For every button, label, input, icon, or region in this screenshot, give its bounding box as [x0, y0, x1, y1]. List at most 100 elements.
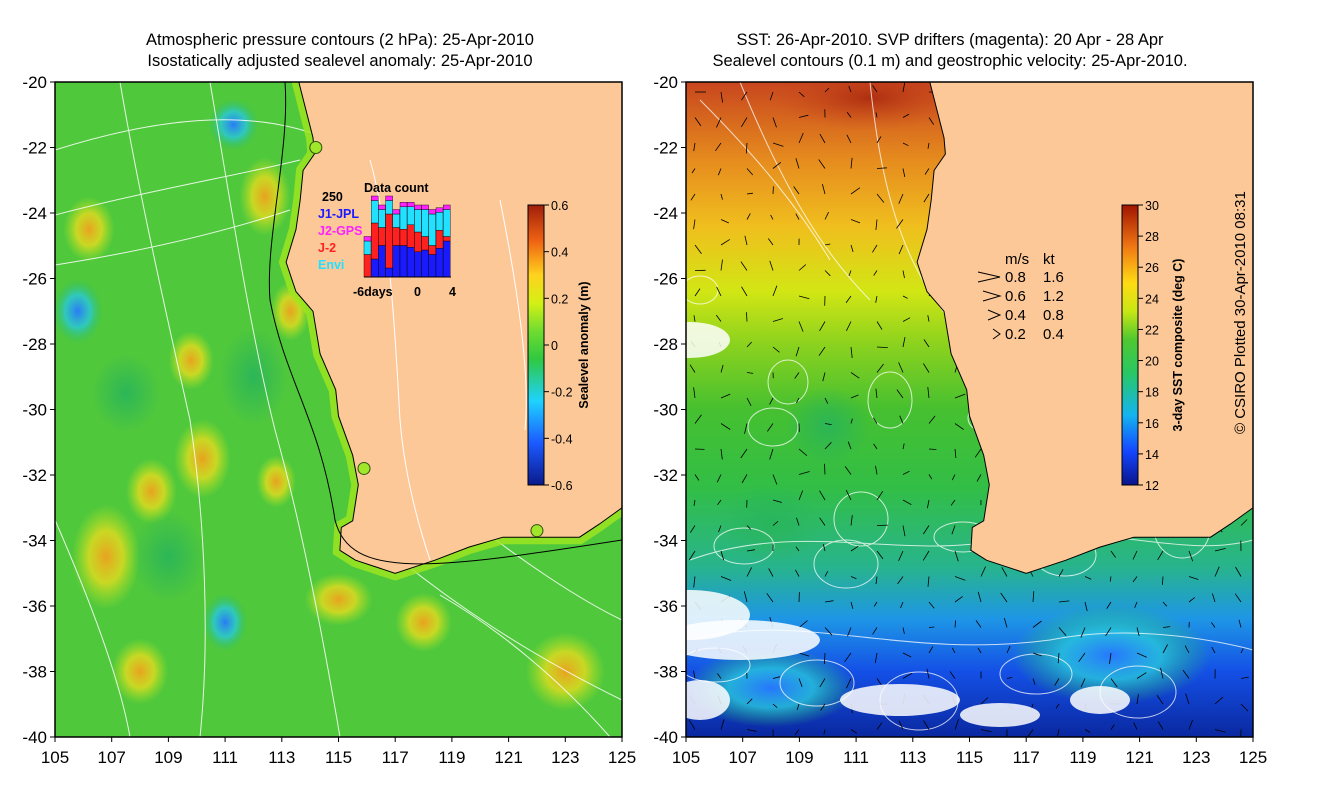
inset-legend-envi: Envi: [318, 258, 344, 272]
velocity-arrow: [822, 544, 826, 552]
australia-land: [916, 82, 1253, 574]
left-x-tick-label: 121: [494, 748, 522, 767]
inset-bar-segment: [392, 209, 400, 215]
right-y-tick-label: -40: [653, 728, 678, 747]
velocity-arrow: [1109, 652, 1112, 664]
left-x-tick-label: 125: [608, 748, 636, 767]
pressure-contour: [55, 519, 131, 737]
velocity-arrow: [694, 244, 702, 255]
velocity-arrow: [1184, 645, 1190, 654]
velocity-arrow: [798, 471, 810, 475]
velocity-arrow: [1240, 676, 1249, 679]
left-x-tick-label: 107: [98, 748, 126, 767]
velocity-arrow: [693, 142, 696, 152]
inset-bar-segment: [399, 229, 408, 246]
velocity-arrow: [824, 87, 830, 93]
velocity-legend-arrow: [977, 271, 1001, 283]
sla-colorbar-tick-label: 0.6: [551, 199, 568, 213]
sealevel-contour: [713, 527, 775, 565]
velocity-arrow: [1157, 721, 1164, 730]
velocity-arrow: [1032, 591, 1035, 603]
velocity-arrow: [876, 722, 883, 730]
velocity-arrow: [1006, 677, 1013, 679]
velocity-arrow: [720, 239, 731, 246]
sst-colorbar-tick-label: 24: [1145, 292, 1159, 306]
velocity-arrow: [898, 550, 904, 561]
velocity-arrow: [1136, 652, 1147, 658]
pressure-contour: [55, 119, 331, 151]
velocity-arrow: [872, 627, 878, 635]
velocity-legend-kt: 0.4: [1043, 326, 1064, 343]
left-sealevel-map: 105 107 109 111 113 115 117 119 121 123 125 -20 -22 -…: [22, 73, 636, 767]
right-title-line2: Sealevel contours (0.1 m) and geostrophi…: [712, 52, 1188, 70]
velocity-arrow: [746, 168, 754, 176]
left-y-tick-label: -34: [22, 532, 47, 551]
right-y-tick-label: -28: [653, 335, 678, 354]
velocity-arrow: [824, 423, 832, 425]
velocity-arrow: [824, 571, 829, 577]
velocity-arrow: [796, 397, 800, 404]
velocity-arrow: [1032, 678, 1036, 685]
velocity-arrow: [980, 697, 989, 705]
inset-bar-segment: [399, 206, 408, 230]
velocity-legend-kt: 0.8: [1043, 307, 1064, 324]
sst-colorbar-tick-label: 26: [1145, 261, 1159, 275]
inset-bar-segment: [371, 258, 379, 278]
velocity-arrow: [928, 601, 935, 609]
sla-anomaly-patch: [125, 458, 177, 525]
velocity-arrow: [876, 363, 884, 373]
velocity-arrow: [818, 159, 826, 169]
velocity-arrow: [976, 474, 982, 482]
velocity-arrow: [974, 448, 982, 458]
velocity-arrow: [1238, 619, 1242, 628]
velocity-arrow: [1054, 678, 1060, 686]
velocity-arrow: [818, 346, 826, 356]
sla-anomaly-patch: [219, 327, 288, 426]
velocity-arrow: [746, 192, 754, 195]
velocity-arrow: [824, 397, 829, 404]
velocity-arrow: [926, 668, 930, 679]
inset-bar-segment: [392, 227, 400, 246]
inset-bar-segment: [378, 245, 386, 278]
velocity-arrow: [850, 244, 854, 253]
right-x-tick-label: 111: [843, 748, 869, 767]
velocity-arrow: [693, 576, 696, 588]
velocity-arrow: [1211, 622, 1216, 628]
velocity-arrow: [902, 168, 906, 178]
velocity-arrow: [902, 295, 908, 299]
velocity-arrow: [951, 647, 956, 654]
velocity-arrow: [876, 321, 883, 330]
velocity-arrow: [1240, 703, 1249, 712]
velocity-arrow: [850, 157, 853, 169]
velocity-arrow: [766, 593, 774, 603]
sla-anomaly-patch: [202, 592, 248, 652]
velocity-arrow: [793, 186, 800, 195]
velocity-arrow: [873, 443, 878, 450]
velocity-arrow: [822, 183, 826, 195]
velocity-arrow: [954, 596, 963, 603]
velocity-legend-kt: 1.6: [1043, 269, 1064, 286]
velocity-arrow: [769, 260, 774, 271]
right-x-tick-label: 117: [1013, 748, 1040, 767]
velocity-arrow: [980, 566, 986, 577]
sla-colorbar-tick-label: -0.6: [551, 479, 573, 493]
inset-legend-j1-jpl: J1-JPL: [318, 207, 359, 221]
inset-bar-segment: [371, 195, 379, 201]
left-y-tick-label: -32: [22, 466, 47, 485]
velocity-arrow: [900, 601, 904, 609]
velocity-arrow: [740, 261, 748, 271]
velocity-arrow: [824, 463, 826, 475]
inset-bar-segment: [414, 204, 422, 210]
velocity-arrow: [823, 729, 826, 735]
right-y-tick-label: -26: [653, 270, 678, 289]
cloud-gap: [686, 620, 820, 660]
sst-colorbar-tick-label: 28: [1145, 230, 1159, 244]
inset-bar-segment: [407, 224, 415, 248]
inset-bar-segment: [428, 245, 436, 255]
velocity-arrow: [875, 112, 878, 118]
velocity-arrow: [847, 627, 852, 637]
sst-colorbar-label: 3-day SST composite (deg C): [1171, 259, 1185, 432]
velocity-arrow: [1006, 645, 1011, 654]
velocity-arrow: [796, 517, 800, 526]
velocity-arrow: [1134, 601, 1138, 608]
